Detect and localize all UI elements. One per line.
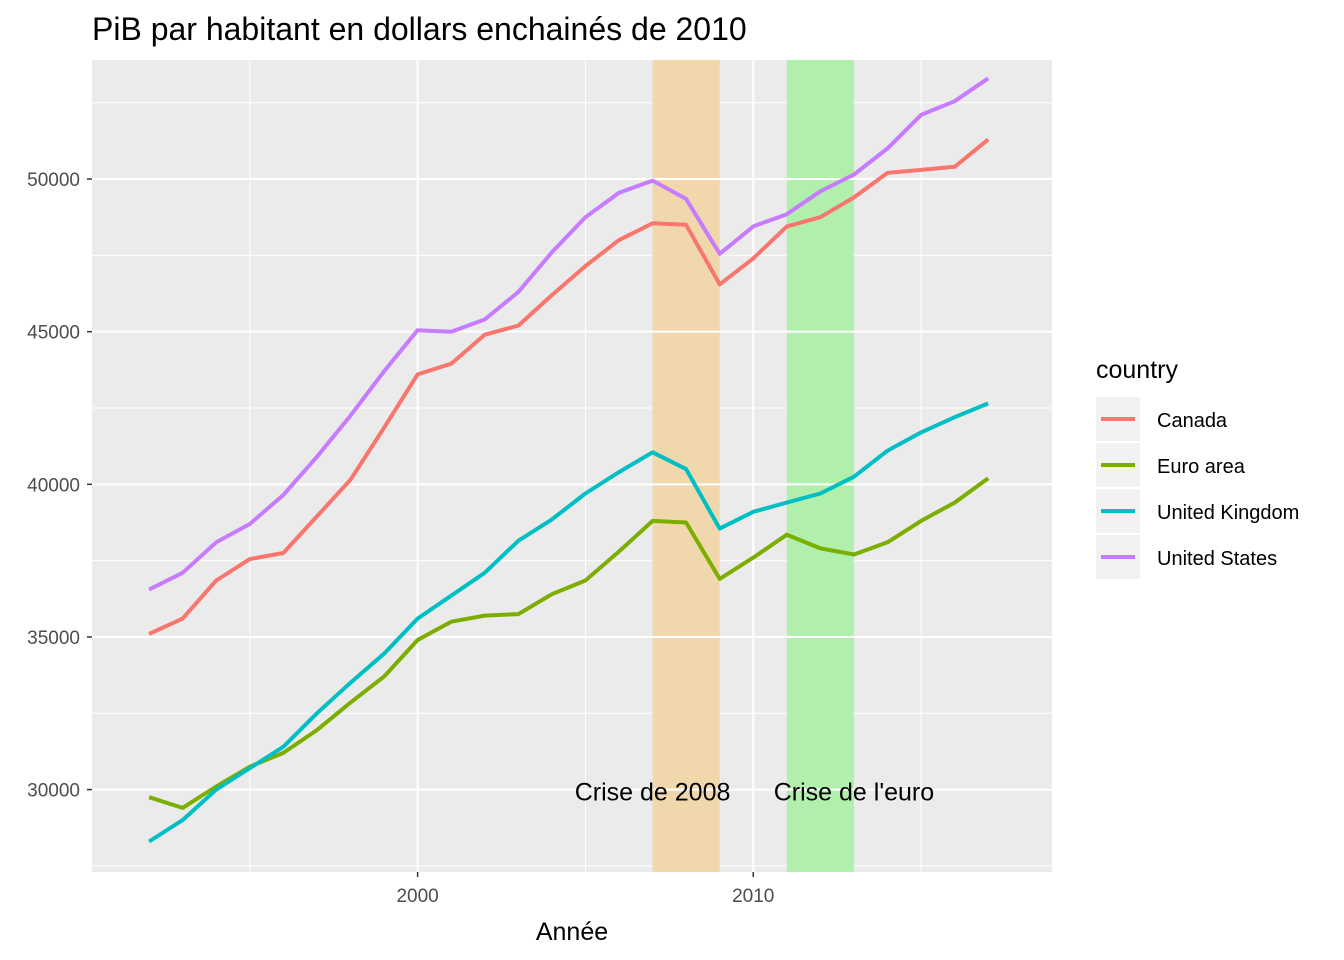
series-line-united-states	[148, 76, 990, 592]
y-axis: 30000 35000 40000 45000 50000	[27, 170, 92, 802]
x-axis: 2000 2010	[396, 872, 774, 907]
legend-label: Canada	[1157, 410, 1228, 432]
grid-major	[92, 60, 1052, 872]
shaded-region	[652, 60, 720, 872]
y-tick-label: 30000	[27, 781, 80, 802]
y-tick-label: 45000	[27, 323, 80, 344]
shaded-regions	[652, 60, 854, 872]
legend: country Canada Euro area United Kingdom Uni…	[1096, 356, 1299, 579]
series-lines	[148, 76, 990, 844]
series-line-united-kingdom	[148, 401, 989, 844]
series-line-euro-area	[148, 476, 990, 810]
legend-title: country	[1096, 356, 1178, 384]
shaded-region	[786, 60, 854, 872]
x-tick-label: 2000	[396, 886, 438, 907]
y-tick-label: 35000	[27, 628, 80, 649]
legend-items: Canada Euro area United Kingdom United Stat…	[1096, 397, 1299, 579]
plot-panel	[92, 60, 1052, 872]
shaded-region-label: Crise de 2008	[575, 779, 731, 807]
legend-label: United Kingdom	[1157, 502, 1299, 524]
x-axis-title: Année	[536, 918, 608, 946]
legend-label: Euro area	[1157, 456, 1246, 478]
shaded-region-labels: Crise de 2008 Crise de l'euro	[575, 779, 934, 807]
shaded-region-label: Crise de l'euro	[774, 779, 934, 807]
series-line-canada	[148, 137, 990, 636]
y-tick-label: 40000	[27, 475, 80, 496]
chart-title: PiB par habitant en dollars enchainés de…	[92, 11, 747, 47]
y-tick-label: 50000	[27, 170, 80, 191]
x-tick-label: 2010	[732, 886, 774, 907]
legend-label: United States	[1157, 548, 1277, 570]
